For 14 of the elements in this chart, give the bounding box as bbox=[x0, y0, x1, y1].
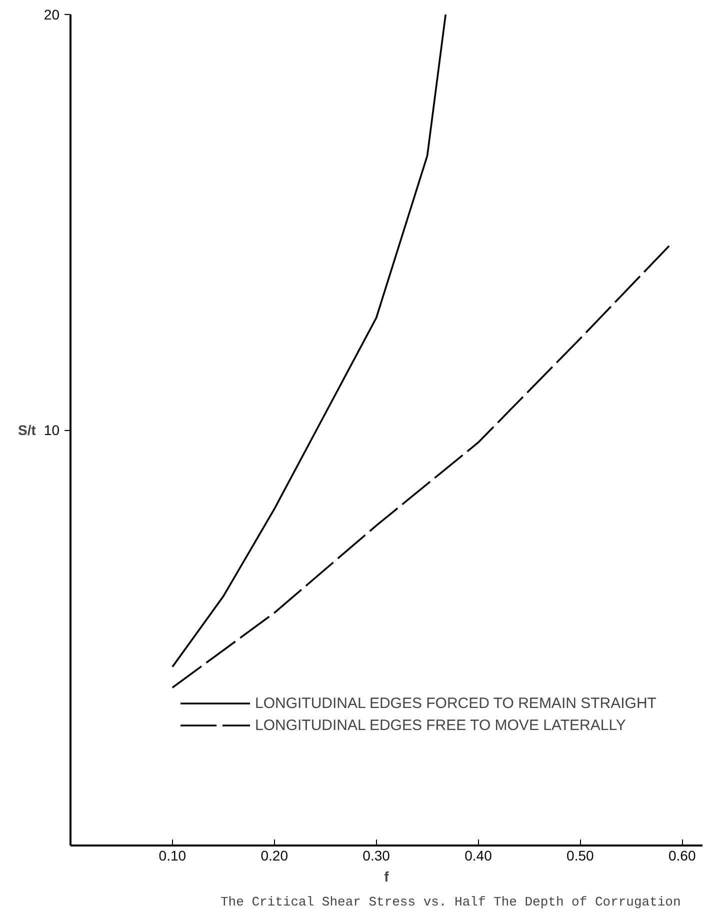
x-tick-label: 0.50 bbox=[566, 848, 594, 864]
x-axis-title: f bbox=[384, 868, 390, 884]
text: The Critical Shear Stress vs. Half The Depth of Corrugation bbox=[220, 894, 681, 910]
legend-label: LONGITUDINAL EDGES FREE TO MOVE LATERALLY bbox=[255, 716, 626, 734]
x-tick-label: 0.30 bbox=[362, 848, 390, 864]
y-tick-label: 10 bbox=[44, 422, 60, 438]
x-tick-label: 0.20 bbox=[260, 848, 288, 864]
x-tick-label: 0.60 bbox=[668, 848, 696, 864]
x-tick-label: 0.10 bbox=[158, 848, 186, 864]
y-tick-label: 20 bbox=[44, 6, 60, 22]
line-series bbox=[172, 14, 447, 668]
y-axis-title: S/t bbox=[18, 422, 36, 438]
legend-label: LONGITUDINAL EDGES FORCED TO REMAIN STRAIGHT bbox=[255, 694, 656, 712]
x-tick-label: 0.40 bbox=[464, 848, 492, 864]
